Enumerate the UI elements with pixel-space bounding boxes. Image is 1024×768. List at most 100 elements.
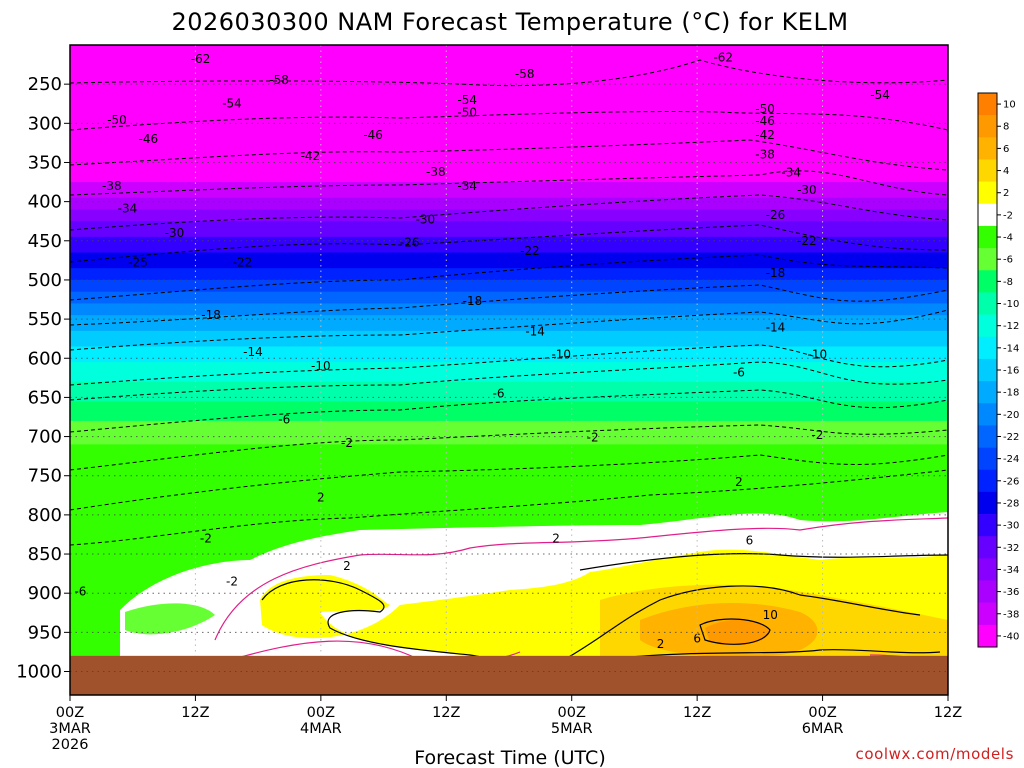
isotherm-line [69,309,949,351]
contour-label: -62 [713,51,733,65]
warm-layer [120,512,948,665]
y-tick-label: 700 [28,427,62,448]
colorbar-label: -2 [1003,210,1013,221]
contour-label: 2 [735,475,743,489]
cold-pocket-green [125,603,215,635]
colorbar-swatch [978,469,997,493]
contour-label: -26 [400,235,420,249]
colorbar-swatch [978,336,997,360]
isotherm-line [69,344,949,386]
isotherm-line [69,139,949,171]
isotherm-line-positive [579,553,949,571]
colorbar-swatch [978,314,997,338]
contour-label: -42 [755,128,775,142]
temperature-band [70,252,948,269]
contour-label: -2 [811,428,823,442]
contour-label: -30 [416,213,436,227]
contour-label: -2 [226,574,238,588]
colorbar-label: -20 [1003,410,1019,421]
colorbar-swatch [978,225,997,249]
contour-label: -18 [766,266,786,280]
isotherm-line-positive [699,618,771,645]
colorbar-swatch [978,292,997,315]
contour-label: -50 [107,113,127,127]
contour-label: 2 [317,491,325,505]
contour-label: 2 [552,531,560,545]
contour-label: -46 [363,128,383,142]
contour-label: -50 [457,105,477,119]
isotherm-line [69,361,949,401]
temperature-band [70,182,948,199]
temperature-band [70,279,948,293]
temperature-band [70,268,948,281]
colorbar-label: 10 [1003,100,1016,111]
isotherm-line [69,111,949,131]
temperature-band [70,420,948,445]
isotherm-line [69,389,949,433]
contour-label: -34 [781,166,801,180]
contour-label: -10 [551,347,571,361]
contour-label: -10 [808,347,828,361]
colorbar-label: -38 [1003,609,1019,620]
contour-label: -22 [520,244,540,258]
colorbar-swatch [978,203,997,227]
colorbar-label: -16 [1003,366,1019,377]
contour-label: -54 [222,97,242,111]
contour-label: -26 [766,208,786,222]
credit-link[interactable]: coolwx.com/models [856,745,1015,763]
chart-title: 2026030300 NAM Forecast Temperature (°C)… [171,8,848,36]
y-tick-label: 600 [28,348,62,369]
isotherm-line [69,170,949,196]
contour-label: -2 [200,531,212,545]
colorbar-swatch [978,381,997,404]
colorbar-swatch [978,536,997,559]
contour-label: -22 [233,256,253,270]
x-tick-label: 00Z [808,705,836,721]
contour-label: -22 [797,234,817,248]
colorbar-swatch [978,425,997,448]
contour-label: -6 [74,585,86,599]
colorbar-swatch [978,514,997,537]
colorbar-label: -24 [1003,454,1019,465]
temperature-band [70,291,948,304]
colorbar-label: 4 [1003,166,1009,177]
temperature-band [70,330,948,348]
colorbar-swatch [978,248,997,271]
colorbar-label: -22 [1003,432,1019,443]
warm-contours [261,553,949,663]
y-tick-label: 500 [28,270,62,291]
colorbar-label: -8 [1003,277,1013,288]
y-tick-label: 650 [28,387,62,408]
x-axis-label: Forecast Time (UTC) [414,747,605,768]
colorbar-swatch [978,137,997,160]
colorbar-swatch [978,93,997,116]
colorbar-swatch [978,602,997,626]
x-tick-label: 2026 [52,737,89,753]
freezing-line [214,517,949,641]
temperature-band [70,362,948,383]
colorbar-swatch [978,115,997,138]
x-tick-label: 3MAR [49,721,91,737]
contour-label: -50 [755,102,775,116]
isotherm-line [69,194,949,231]
contour-label: -38 [102,179,122,193]
isotherm-line [69,254,949,301]
temperature-band [70,401,948,422]
colorbar-label: -12 [1003,321,1019,332]
contour-label: -18 [463,294,483,308]
contour-label: 2 [343,559,351,573]
colorbar-swatch [978,181,997,205]
contour-label: -54 [870,88,890,102]
contour-label: -6 [278,412,290,426]
temperature-bands [70,45,948,657]
colorbar-label: -6 [1003,255,1013,266]
x-tick-label: 12Z [432,705,460,721]
colorbar-swatch [978,358,997,382]
colorbar-label: -26 [1003,476,1019,487]
contour-label: 6 [693,632,701,646]
contour-label: 10 [763,608,778,622]
contour-label: -38 [426,165,446,179]
colorbar-label: -30 [1003,521,1019,532]
y-tick-label: 750 [28,466,62,487]
